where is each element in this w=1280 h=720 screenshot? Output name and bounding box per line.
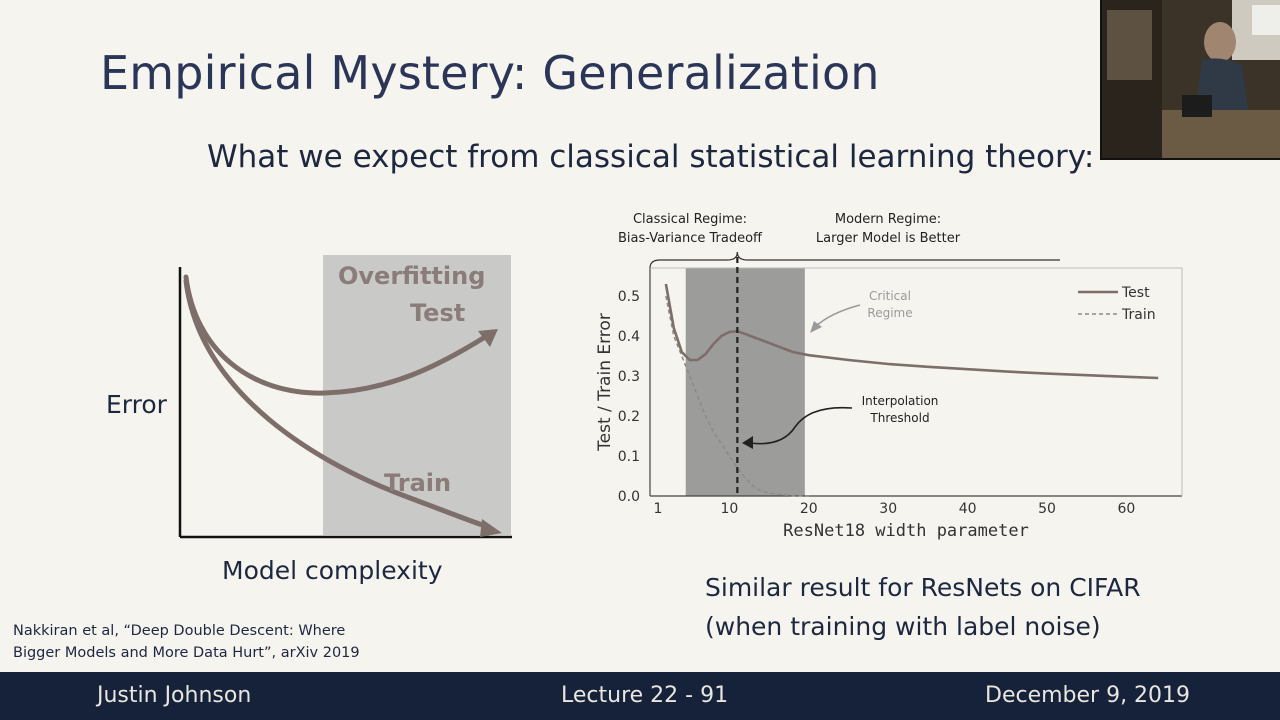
footer-bar: Justin Johnson Lecture 22 - 91 December … — [0, 672, 1280, 720]
train-curve — [183, 278, 491, 530]
legend-train-label: Train — [1121, 307, 1156, 323]
classical-sketch: Overfitting Test Train — [178, 255, 512, 539]
annotation-interpolation-line2: Threshold — [869, 411, 929, 425]
classical-regime-brace — [649, 251, 738, 269]
train-label: Train — [384, 469, 451, 497]
y-tick-label: 0.1 — [618, 449, 640, 465]
interpolation-arrowhead — [742, 436, 753, 449]
x-tick-label: 60 — [1118, 501, 1136, 517]
y-tick-label: 0.4 — [618, 329, 640, 345]
x-tick-label: 40 — [959, 501, 977, 517]
footer-date: December 9, 2019 — [985, 683, 1191, 708]
chart-y-axis-label: Test / Train Error — [595, 313, 615, 452]
header-modern-line2: Larger Model is Better — [816, 231, 961, 246]
legend-test-label: Test — [1121, 285, 1150, 301]
overfitting-label: Overfitting — [338, 262, 485, 290]
classical-y-label: Error — [106, 390, 167, 419]
x-tick-label: 10 — [720, 501, 738, 517]
train-series-line — [665, 295, 809, 497]
modern-regime-brace — [736, 251, 1060, 261]
slide-title: Empirical Mystery: Generalization — [100, 46, 880, 100]
test-curve — [183, 274, 488, 396]
footer-author: Justin Johnson — [97, 683, 252, 708]
y-tick-label: 0.5 — [618, 289, 640, 305]
footer-lecture-number: Lecture 22 - 91 — [561, 683, 729, 708]
critical-regime-arrow — [814, 304, 861, 328]
webcam-video-inset — [1100, 0, 1280, 160]
annotation-critical-line1: Critical — [869, 289, 911, 303]
train-arrowhead — [480, 519, 502, 537]
annotation-interpolation-line1: Interpolation — [862, 394, 939, 408]
test-series-line — [664, 283, 1159, 380]
double-descent-chart: 0.0 0.1 0.2 0.3 0.4 0.5 1 10 20 30 40 50 60 Classical… — [595, 212, 1183, 541]
citation-line-2: Bigger Models and More Data Hurt”, arXiv… — [13, 645, 360, 661]
y-tick-label: 0.2 — [618, 409, 640, 425]
overfitting-region — [323, 255, 511, 535]
y-tick-label: 0.3 — [618, 369, 640, 385]
x-tick-label: 50 — [1038, 501, 1056, 517]
test-label: Test — [410, 299, 465, 327]
x-tick-label: 1 — [653, 501, 662, 517]
chart-x-axis-label: ResNet18 width parameter — [783, 521, 1029, 541]
caption-line-2: (when training with label noise) — [705, 612, 1101, 641]
y-tick-label: 0.0 — [618, 489, 640, 505]
classical-x-label: Model complexity — [222, 556, 443, 585]
header-classical-line1: Classical Regime: — [633, 212, 747, 227]
chart-plot: 0.0 0.1 0.2 0.3 0.4 0.5 1 10 20 30 40 50 60 Classical… — [595, 212, 1183, 541]
citation-line-1: Nakkiran et al, “Deep Double Descent: Wh… — [13, 623, 346, 639]
x-tick-label: 30 — [879, 501, 897, 517]
test-arrowhead — [478, 329, 498, 347]
header-classical-line2: Bias-Variance Tradeoff — [618, 231, 763, 246]
interpolation-arrow — [749, 406, 853, 445]
annotation-critical-line2: Regime — [867, 306, 912, 320]
caption-line-1: Similar result for ResNets on CIFAR — [705, 573, 1141, 602]
header-modern-line1: Modern Regime: — [835, 212, 941, 227]
critical-regime-arrowhead — [810, 321, 822, 333]
x-tick-label: 20 — [800, 501, 818, 517]
webcam-scene — [1102, 0, 1280, 158]
critical-regime-band — [685, 268, 805, 496]
slide-subtitle: What we expect from classical statistica… — [207, 139, 1095, 175]
